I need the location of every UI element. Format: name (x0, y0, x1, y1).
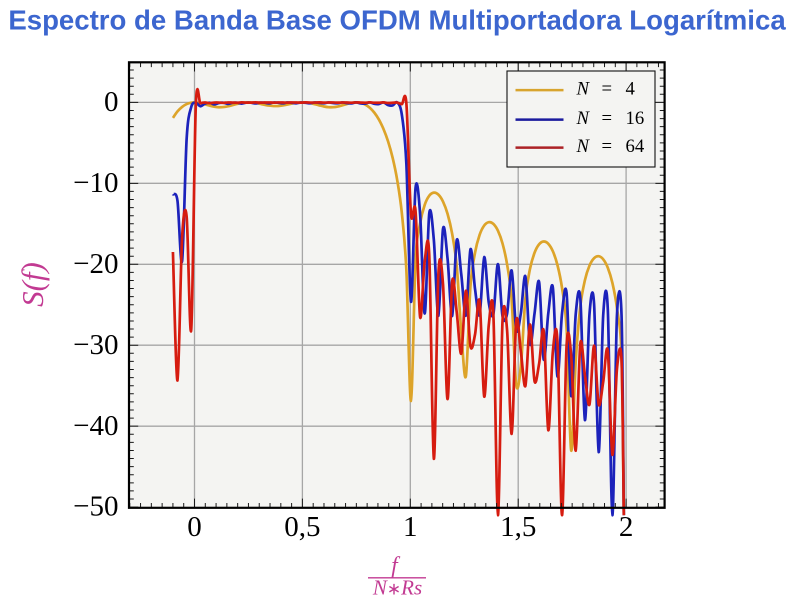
svg-text:N=16: N = 16 (576, 108, 645, 129)
svg-text:N∗Rs: N∗Rs (372, 576, 422, 600)
svg-text:0,5: 0,5 (284, 511, 320, 543)
svg-text:f: f (391, 553, 401, 578)
svg-text:0: 0 (187, 511, 202, 543)
svg-text:−50: −50 (73, 491, 118, 523)
svg-text:−30: −30 (73, 329, 118, 361)
svg-text:−40: −40 (73, 410, 118, 442)
svg-text:1: 1 (403, 511, 418, 543)
svg-text:−10: −10 (73, 167, 118, 199)
svg-text:N=4: N = 4 (576, 79, 636, 100)
svg-text:N=64: N = 64 (576, 136, 645, 157)
svg-text:S(f): S(f) (15, 262, 50, 307)
svg-text:0: 0 (104, 86, 119, 118)
svg-text:1,5: 1,5 (500, 511, 536, 543)
svg-text:Espectro de Banda Base OFDM Mu: Espectro de Banda Base OFDM Multiportado… (8, 5, 786, 36)
svg-text:−20: −20 (73, 248, 118, 280)
svg-text:2: 2 (619, 511, 634, 543)
